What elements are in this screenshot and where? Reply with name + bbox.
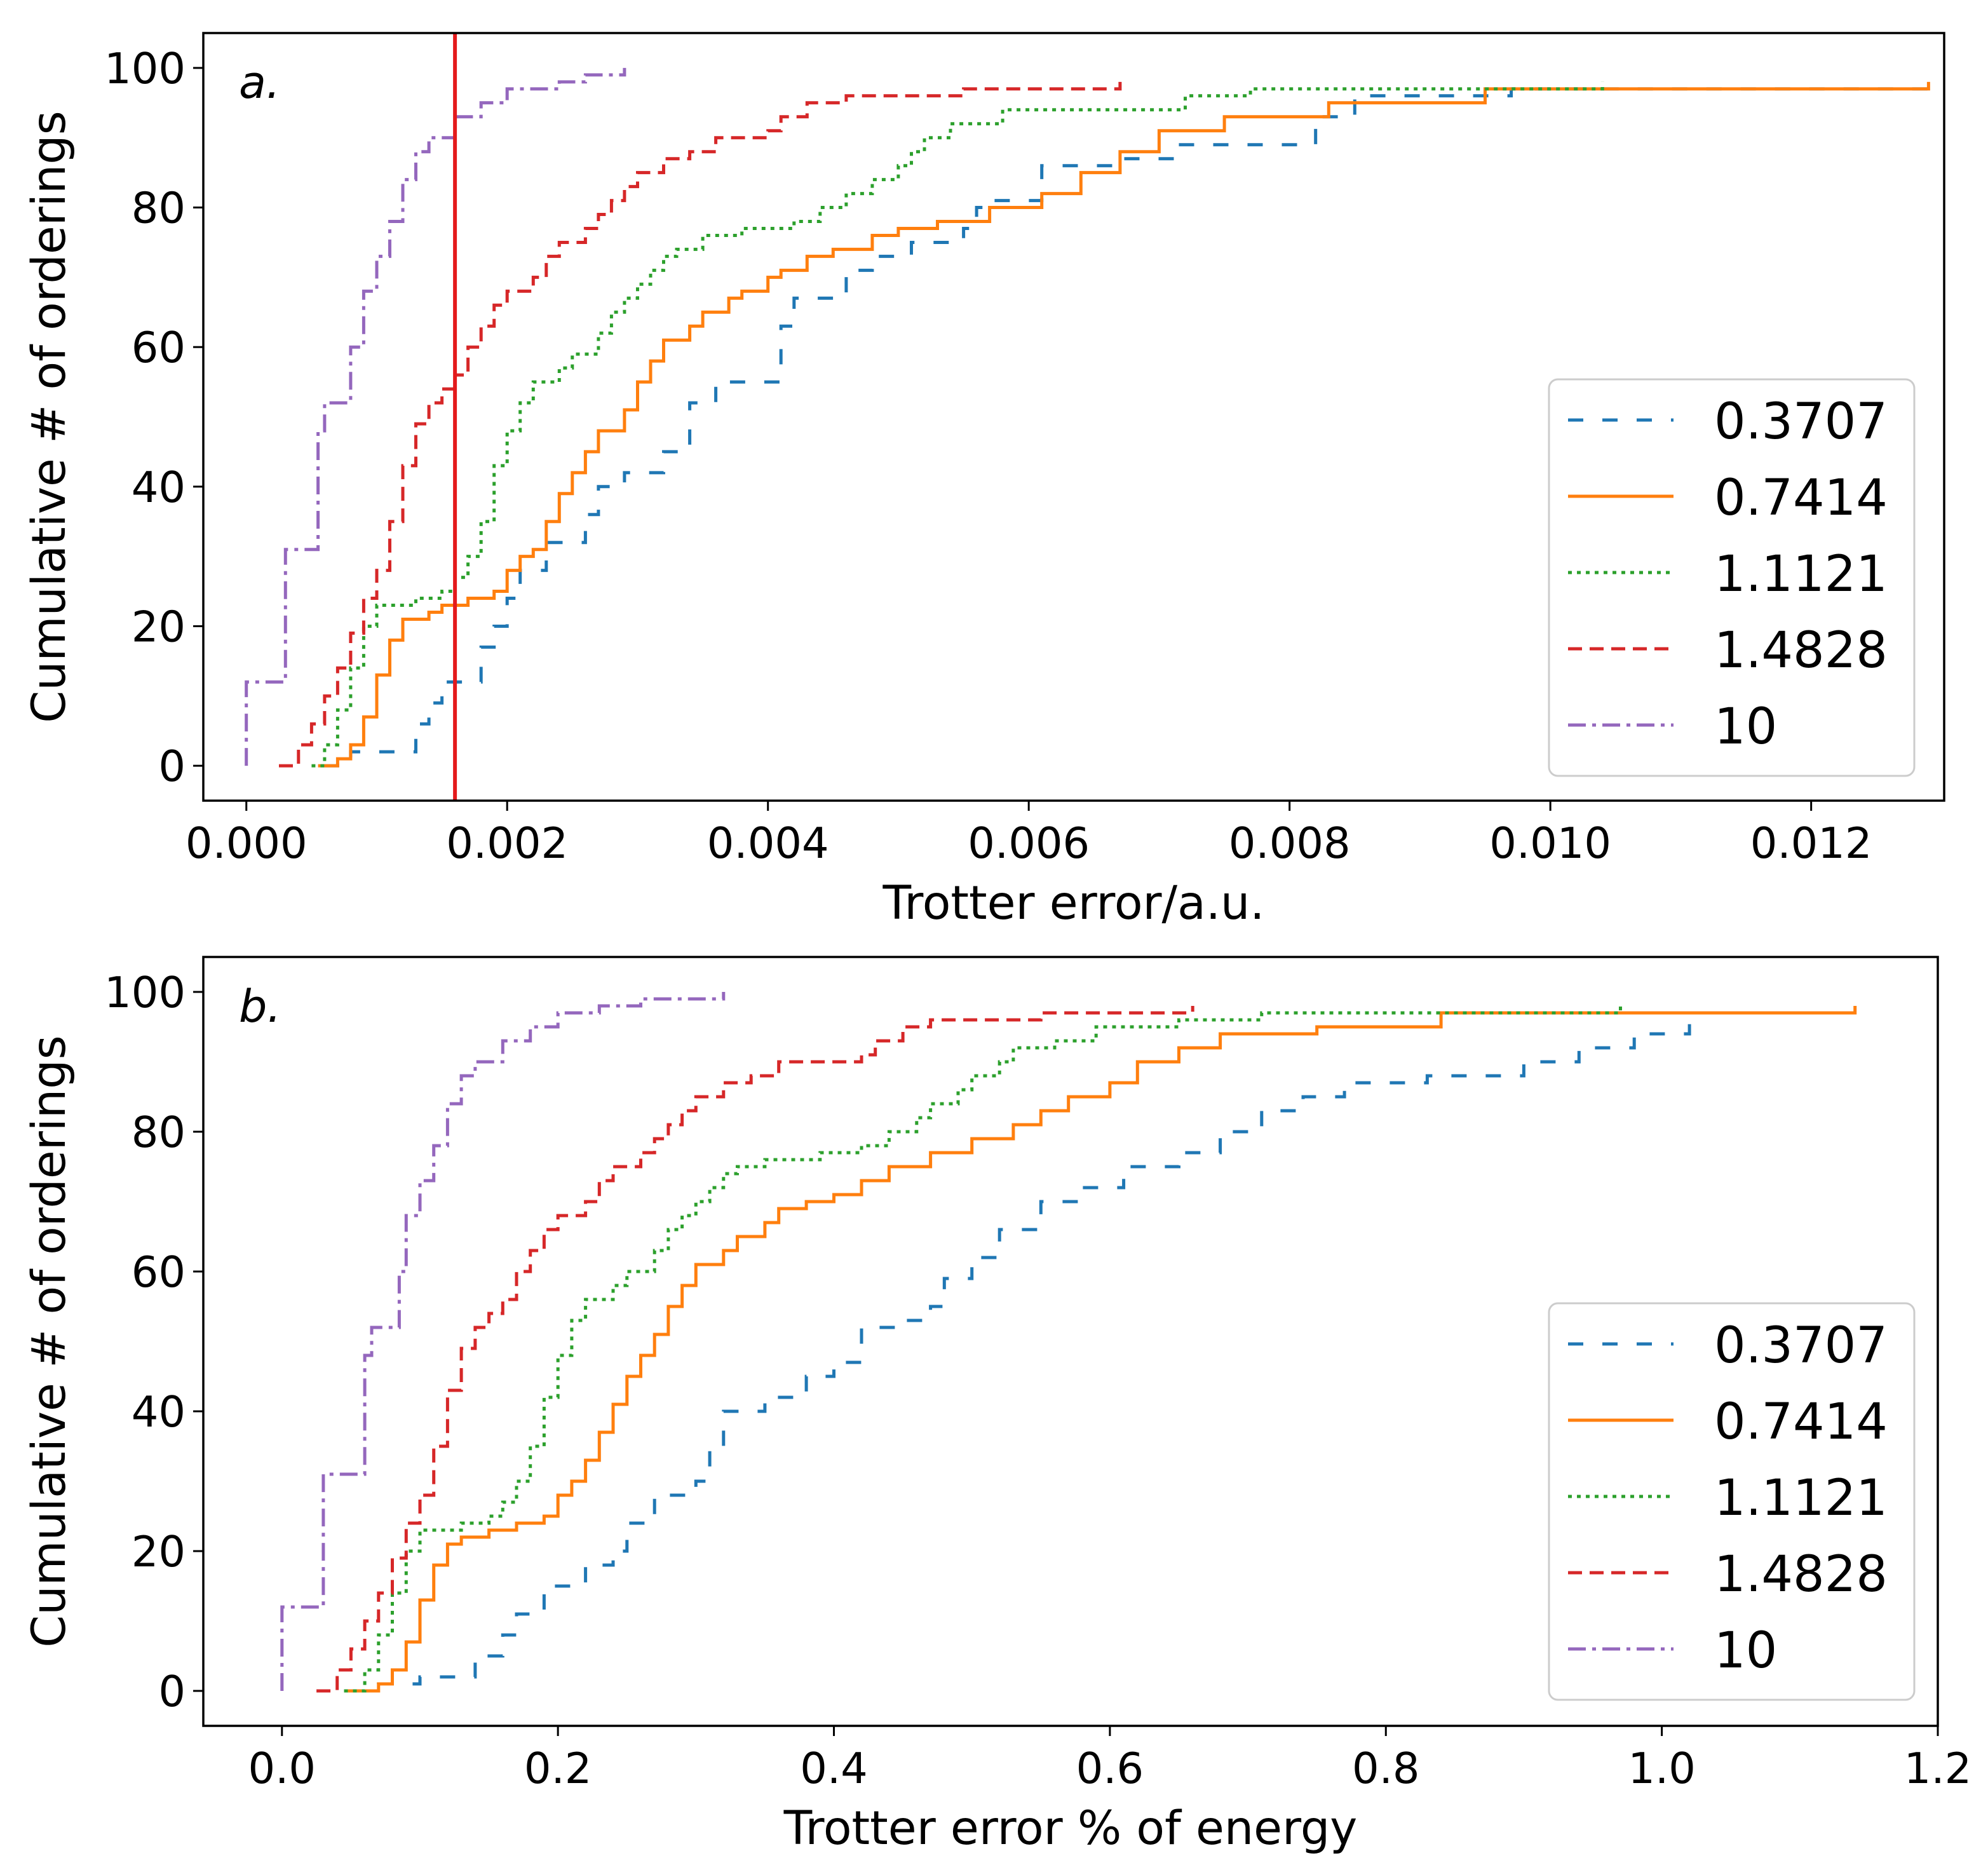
y-tick-label: 60 (132, 1247, 186, 1297)
legend-label: 10 (1714, 698, 1777, 756)
y-tick-label: 20 (132, 1527, 186, 1577)
legend-label: 0.3707 (1714, 1317, 1888, 1374)
x-tick-label: 0.0 (248, 1744, 316, 1793)
legend-box (1548, 1302, 1916, 1701)
legend-label: 0.7414 (1714, 470, 1888, 527)
y-tick-label: 40 (132, 463, 186, 512)
x-axis-label: Trotter error/a.u. (882, 876, 1264, 930)
x-tick-label: 0.004 (707, 818, 829, 868)
legend-label: 1.1121 (1714, 546, 1888, 603)
y-tick-label: 0 (158, 1667, 186, 1716)
series-line-0-7414 (344, 1006, 1857, 1693)
series-group (280, 992, 1857, 1693)
x-tick-label: 0.000 (186, 818, 308, 868)
series-line-1-4828 (316, 1006, 1194, 1693)
legend-label: 0.7414 (1714, 1394, 1888, 1451)
legend-label: 1.1121 (1714, 1470, 1888, 1527)
y-axis-label: Cumulative # of orderings (22, 1035, 76, 1647)
x-tick-label: 0.006 (968, 818, 1090, 868)
y-tick-label: 100 (104, 44, 186, 93)
legend-label: 10 (1714, 1622, 1777, 1679)
legend-label: 1.4828 (1714, 1546, 1888, 1603)
x-tick-label: 1.0 (1628, 1744, 1696, 1793)
panel-a: 0.000 0.002 0.004 0.006 0.008 0.010 0.012 0 20 40… (22, 32, 1945, 930)
x-tick-label: 0.002 (446, 818, 568, 868)
plot-frame (202, 956, 1939, 1727)
y-tick-label: 80 (132, 1108, 186, 1157)
series-line-0-7414 (318, 81, 1930, 768)
x-tick-label: 0.008 (1229, 818, 1351, 868)
x-tick-label: 0.2 (524, 1744, 592, 1793)
legend-label: 1.4828 (1714, 622, 1888, 679)
panel-label: a. (239, 57, 280, 109)
y-tick-label: 40 (132, 1387, 186, 1437)
x-tick-label: 0.012 (1750, 818, 1872, 868)
legend-label: 0.3707 (1714, 393, 1888, 451)
y-tick-label: 80 (132, 184, 186, 233)
y-tick-label: 20 (132, 602, 186, 651)
y-tick-label: 0 (158, 742, 186, 791)
x-axis-label: Trotter error % of energy (783, 1801, 1358, 1855)
series-line-0-3707 (324, 81, 1930, 768)
series-line-10 (280, 992, 726, 1691)
y-tick-label: 60 (132, 323, 186, 372)
series-group (245, 67, 1930, 768)
x-tick-label: 0.8 (1352, 1744, 1420, 1793)
legend-box (1548, 378, 1916, 777)
series-line-10 (245, 67, 626, 766)
series-line-1-4828 (279, 81, 1122, 768)
panel-b: 0.0 0.2 0.4 0.6 0.8 1.0 1.2 0 20 40 60 80 100 Trotter… (22, 956, 1972, 1855)
panel-label: b. (239, 980, 281, 1033)
x-tick-label: 0.010 (1489, 818, 1611, 868)
y-axis-label: Cumulative # of orderings (22, 111, 76, 722)
y-tick-label: 100 (104, 968, 186, 1017)
series-line-1-1121 (311, 81, 1604, 768)
x-tick-label: 1.2 (1904, 1744, 1972, 1793)
x-tick-label: 0.6 (1076, 1744, 1144, 1793)
x-tick-label: 0.4 (800, 1744, 868, 1793)
series-line-1-1121 (344, 1006, 1622, 1693)
plot-frame (202, 32, 1945, 802)
